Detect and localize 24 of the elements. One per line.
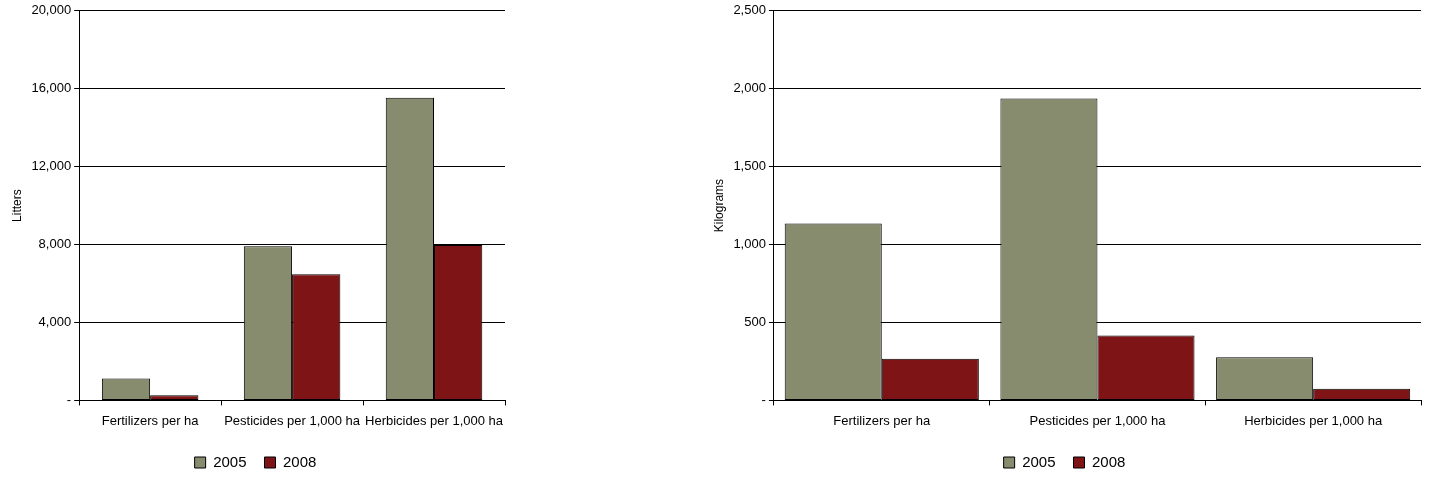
y-tick-label: 1,500 <box>733 158 766 174</box>
y-tick-label: 16,000 <box>31 80 72 96</box>
x-tick-label: Herbicides per 1,000 ha <box>365 412 504 428</box>
y-axis-title: Litters <box>9 189 24 222</box>
legend-label: 2008 <box>1092 452 1126 470</box>
y-tick-label: 8,000 <box>38 236 72 252</box>
y-tick-label: 20,000 <box>31 2 72 18</box>
y-tick-label: 1,000 <box>733 236 766 252</box>
y-tick-label: 500 <box>744 314 766 330</box>
legend-label: 2005 <box>213 452 247 470</box>
y-tick-label: - <box>66 391 72 407</box>
y-tick-label: 2,000 <box>733 80 766 96</box>
y-tick-label: - <box>761 391 766 407</box>
x-tick-label: Pesticides per 1,000 ha <box>224 412 361 428</box>
x-tick-label: Herbicides per 1,000 ha <box>1244 412 1383 428</box>
legend-label: 2005 <box>1022 452 1056 470</box>
x-tick-label: Fertilizers per ha <box>101 412 200 428</box>
y-axis-title: Kilograms <box>711 178 726 233</box>
x-tick-label: Pesticides per 1,000 ha <box>1029 412 1167 428</box>
y-tick-label: 4,000 <box>38 314 72 330</box>
y-tick-label: 2,500 <box>733 2 766 18</box>
y-tick-label: 12,000 <box>31 158 72 174</box>
x-tick-label: Fertilizers per ha <box>833 412 931 428</box>
legend-label: 2008 <box>283 452 317 470</box>
